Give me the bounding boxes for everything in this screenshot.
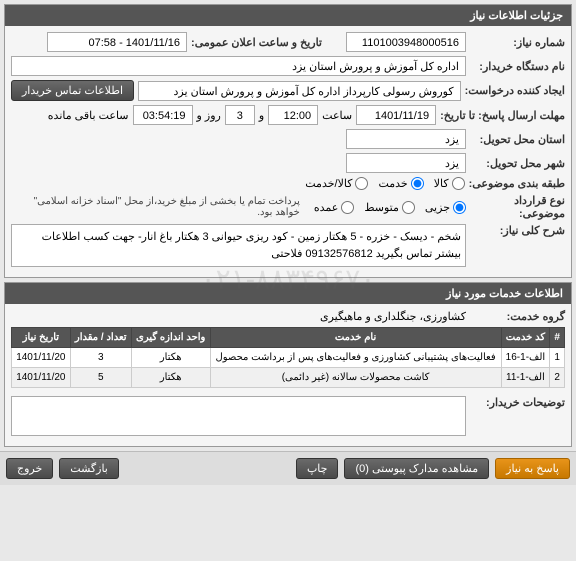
payment-note: پرداخت تمام یا بخشی از مبلغ خرید،از محل …	[11, 196, 300, 218]
radio-kala[interactable]: کالا	[434, 177, 465, 190]
group-label: طبقه بندی موضوعی:	[469, 177, 565, 190]
th-code: کد خدمت	[501, 328, 550, 348]
exit-button[interactable]: خروج	[6, 458, 53, 479]
table-cell: الف-1-11	[501, 368, 550, 388]
table-cell: 5	[70, 368, 131, 388]
deadline-date: 1401/11/19	[356, 105, 436, 125]
announce-label: تاریخ و ساعت اعلان عمومی:	[191, 36, 322, 49]
description-text: شخم - دیسک - خزره - 5 هکتار زمین - کود ر…	[11, 224, 466, 267]
th-name: نام خدمت	[210, 328, 501, 348]
table-cell: فعالیت‌های پشتیبانی کشاورزی و فعالیت‌های…	[210, 348, 501, 368]
table-cell: 2	[550, 368, 565, 388]
radio-motavaset-label: متوسط	[364, 201, 399, 214]
group-khadamat-label: گروه خدمت:	[470, 310, 565, 323]
buyer-value: اداره کل آموزش و پرورش استان یزد	[11, 56, 466, 76]
main-panel: جزئیات اطلاعات نیاز شماره نیاز: 11010039…	[4, 4, 572, 278]
radio-khadamat-label: خدمت	[378, 177, 407, 190]
th-qty: تعداد / مقدار	[70, 328, 131, 348]
services-table: # کد خدمت نام خدمت واحد اندازه گیری تعدا…	[11, 327, 565, 388]
services-tbody: 1الف-1-16فعالیت‌های پشتیبانی کشاورزی و ف…	[12, 348, 565, 388]
table-cell: الف-1-16	[501, 348, 550, 368]
table-cell: کاشت محصولات سالانه (غیر دائمی)	[210, 368, 501, 388]
delivery-city-value: یزد	[346, 153, 466, 173]
footer-buttons: پاسخ به نیاز مشاهده مدارک پیوستی (0) چاپ…	[0, 451, 576, 485]
radio-kala-khadamat[interactable]: کالا/خدمت	[305, 177, 368, 190]
table-cell: 1401/11/20	[12, 348, 71, 368]
buyer-notes-label: توضیحات خریدار:	[470, 396, 565, 409]
table-cell: هکتار	[131, 368, 210, 388]
panel-body: شماره نیاز: 1101003948000516 تاریخ و ساع…	[5, 26, 571, 277]
days-remaining: 3	[225, 105, 255, 125]
services-panel-body: گروه خدمت: کشاورزی، جنگلداری و ماهیگیری …	[5, 304, 571, 446]
subject-type-radio-group: کالا خدمت کالا/خدمت	[305, 177, 464, 190]
radio-omdeh[interactable]: عمده	[314, 201, 354, 214]
time-remaining: 03:54:19	[133, 105, 193, 125]
radio-khadamat-input[interactable]	[411, 177, 424, 190]
table-cell: 1	[550, 348, 565, 368]
th-unit: واحد اندازه گیری	[131, 328, 210, 348]
delivery-province-label: استان محل تحویل:	[470, 133, 565, 146]
delivery-province-value: یزد	[346, 129, 466, 149]
radio-jozei-label: جزیی	[425, 201, 450, 214]
radio-kala-label: کالا	[434, 177, 449, 190]
services-panel: اطلاعات خدمات مورد نیاز گروه خدمت: کشاور…	[4, 282, 572, 447]
buyer-label: نام دستگاه خریدار:	[470, 60, 565, 73]
announce-value: 1401/11/16 - 07:58	[47, 32, 187, 52]
radio-jozei-input[interactable]	[453, 201, 466, 214]
deadline-time: 12:00	[268, 105, 318, 125]
table-cell: 3	[70, 348, 131, 368]
radio-kala-khadamat-label: کالا/خدمت	[305, 177, 352, 190]
group-khadamat-value: کشاورزی، جنگلداری و ماهیگیری	[320, 310, 466, 323]
remaining-label: ساعت باقی مانده	[48, 109, 129, 122]
rooz-label: روز و	[197, 109, 221, 122]
table-cell: 1401/11/20	[12, 368, 71, 388]
table-row: 2الف-1-11کاشت محصولات سالانه (غیر دائمی)…	[12, 368, 565, 388]
table-row: 1الف-1-16فعالیت‌های پشتیبانی کشاورزی و ف…	[12, 348, 565, 368]
saat-label: ساعت	[322, 109, 352, 122]
radio-motavaset[interactable]: متوسط	[364, 201, 415, 214]
deadline-label: مهلت ارسال پاسخ: تا تاریخ:	[440, 109, 565, 122]
requester-label: ایجاد کننده درخواست:	[465, 84, 565, 97]
buy-type-label: نوع قرارداد موضوعی:	[470, 194, 565, 220]
radio-jozei[interactable]: جزیی	[425, 201, 466, 214]
requester-value: کوروش رسولی کارپرداز اداره کل آموزش و پر…	[138, 81, 461, 101]
panel-title: جزئیات اطلاعات نیاز	[5, 5, 571, 26]
th-row: #	[550, 328, 565, 348]
radio-kala-khadamat-input[interactable]	[355, 177, 368, 190]
delivery-city-label: شهر محل تحویل:	[470, 157, 565, 170]
reply-button[interactable]: پاسخ به نیاز	[495, 458, 570, 479]
description-label: شرح کلی نیاز:	[470, 224, 565, 237]
radio-kala-input[interactable]	[452, 177, 465, 190]
buyer-notes-textarea[interactable]	[11, 396, 466, 436]
radio-khadamat[interactable]: خدمت	[378, 177, 423, 190]
niaz-number-value: 1101003948000516	[346, 32, 466, 52]
contact-buyer-button[interactable]: اطلاعات تماس خریدار	[11, 80, 134, 101]
radio-omdeh-label: عمده	[314, 201, 338, 214]
buy-type-radio-group: جزیی متوسط عمده	[314, 201, 466, 214]
va-label: و	[259, 109, 264, 122]
print-button[interactable]: چاپ	[296, 458, 339, 479]
attachments-button[interactable]: مشاهده مدارک پیوستی (0)	[344, 458, 489, 479]
table-cell: هکتار	[131, 348, 210, 368]
niaz-number-label: شماره نیاز:	[470, 36, 565, 49]
back-button[interactable]: بازگشت	[59, 458, 119, 479]
radio-omdeh-input[interactable]	[341, 201, 354, 214]
radio-motavaset-input[interactable]	[402, 201, 415, 214]
services-panel-title: اطلاعات خدمات مورد نیاز	[5, 283, 571, 304]
th-date: تاریخ نیاز	[12, 328, 71, 348]
